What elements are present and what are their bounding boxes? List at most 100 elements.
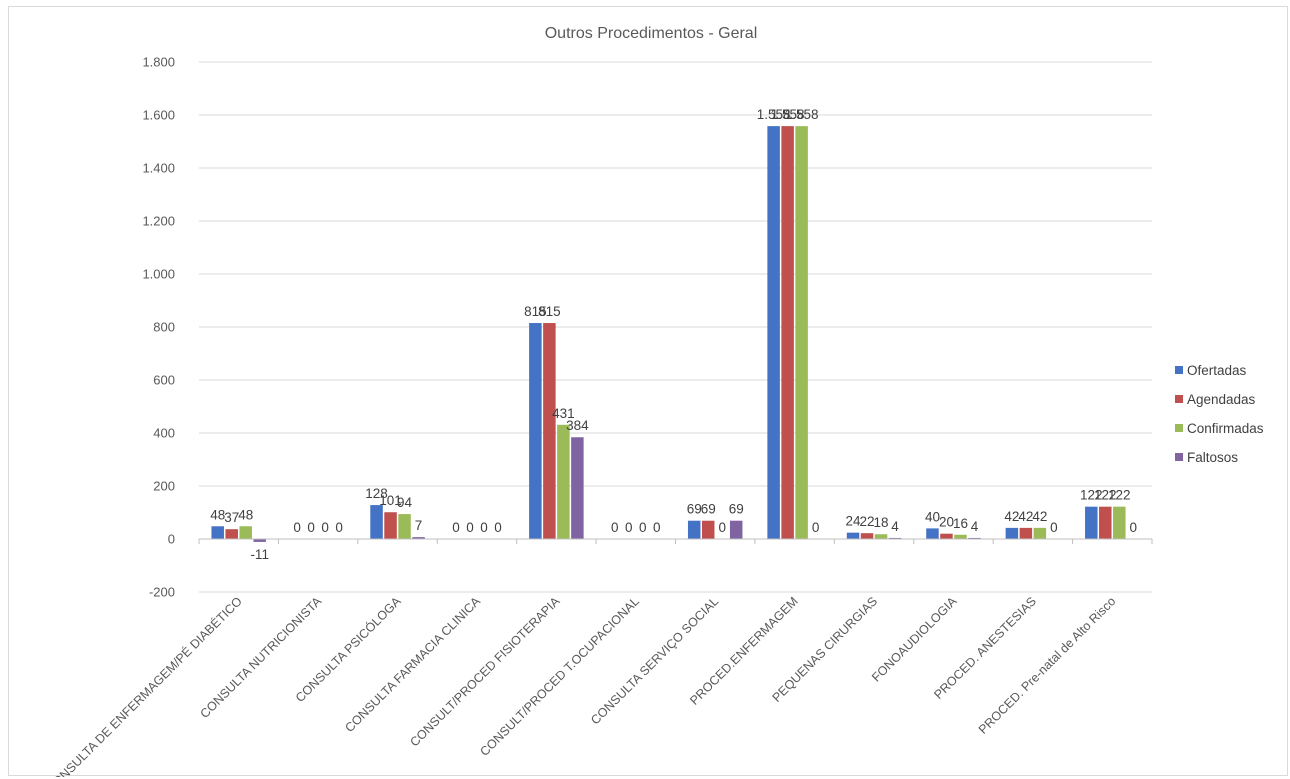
y-tick-label: 1.600 — [142, 108, 175, 123]
data-label: 48 — [238, 507, 253, 522]
category-label: CONSULT/PROCED T.OCUPACIONAL — [477, 594, 642, 759]
data-label: 40 — [925, 509, 940, 524]
bar-ofertadas — [1005, 527, 1019, 539]
data-label: 101 — [379, 493, 402, 508]
data-label: 48 — [210, 507, 225, 522]
bar-faltosos — [253, 539, 266, 542]
data-label: 42 — [1004, 509, 1019, 524]
data-label: 42 — [1018, 509, 1033, 524]
y-tick-label: -200 — [149, 585, 175, 600]
data-label: 7 — [415, 518, 423, 533]
bar-faltosos — [571, 437, 584, 539]
data-label: 42 — [1032, 509, 1047, 524]
bar-confirmadas — [1113, 506, 1126, 539]
data-label: 815 — [538, 304, 561, 319]
data-label: 1.558 — [785, 107, 819, 122]
data-label: 20 — [939, 515, 954, 530]
bar-ofertadas — [926, 528, 939, 539]
y-tick-label: 600 — [153, 373, 175, 388]
category-label: CONSULTA SERVIÇO SOCIAL — [588, 594, 721, 727]
bar-confirmadas — [239, 526, 252, 539]
chart-svg: Outros Procedimentos - Geral -2000200400… — [43, 25, 1264, 777]
data-label: 0 — [718, 520, 726, 535]
category-label: CONSULTA FARMACIA CLINICA — [342, 594, 483, 735]
category-label: CONSULTA DE ENFERMAGEM/PÉ DIABÉTICO — [43, 593, 245, 777]
data-label: 22 — [860, 514, 875, 529]
data-label: 0 — [480, 520, 488, 535]
bar-ofertadas — [211, 526, 224, 539]
data-label: 0 — [1130, 520, 1138, 535]
data-label: 0 — [611, 520, 619, 535]
data-label: 122 — [1080, 488, 1103, 503]
data-label: 0 — [494, 520, 502, 535]
legend-swatch-faltosos — [1175, 453, 1183, 461]
bar-agendadas — [1099, 506, 1112, 539]
legend-label-agendadas: Agendadas — [1187, 392, 1256, 407]
gridlines — [199, 61, 1152, 593]
data-label: 69 — [687, 502, 702, 517]
data-label: 24 — [846, 514, 862, 529]
data-label: 0 — [653, 520, 661, 535]
legend-swatch-confirmadas — [1175, 424, 1183, 432]
data-label: 0 — [812, 520, 820, 535]
legend-swatch-ofertadas — [1175, 366, 1183, 374]
bar-confirmadas — [795, 126, 808, 539]
bar-faltosos — [412, 537, 425, 539]
chart-title: Outros Procedimentos - Geral — [545, 25, 758, 42]
category-label: CONSULT/PROCED FISIOTERAPIA — [407, 594, 563, 750]
data-label: 4 — [891, 519, 899, 534]
data-label: 0 — [639, 520, 647, 535]
data-label: 815 — [524, 304, 547, 319]
y-tick-label: 1.000 — [142, 267, 175, 282]
data-label: 69 — [701, 502, 716, 517]
data-label: 0 — [466, 520, 474, 535]
data-label: 0 — [1050, 520, 1058, 535]
bars — [211, 126, 1126, 542]
data-label: 16 — [953, 516, 968, 531]
data-label: 94 — [397, 495, 413, 510]
bar-agendadas — [701, 520, 715, 539]
y-tick-label: 1.800 — [142, 55, 175, 70]
bar-confirmadas — [1033, 527, 1047, 539]
bar-faltosos — [888, 537, 902, 539]
data-label: 431 — [552, 406, 575, 421]
data-label: 0 — [321, 520, 329, 535]
x-axis — [198, 538, 1153, 544]
bar-agendadas — [940, 533, 953, 539]
bar-agendadas — [543, 323, 556, 539]
bar-ofertadas — [767, 126, 780, 539]
bar-confirmadas — [874, 534, 888, 539]
bar-faltosos — [729, 520, 743, 539]
category-label: FONOAUDIOLOGIA — [869, 594, 960, 685]
y-tick-label: 200 — [153, 479, 175, 494]
legend-label-ofertadas: Ofertadas — [1187, 363, 1247, 378]
data-label: 4 — [971, 519, 979, 534]
legend-swatch-agendadas — [1175, 395, 1183, 403]
data-label: 384 — [566, 418, 589, 433]
bar-confirmadas — [954, 534, 967, 539]
y-tick-label: 1.400 — [142, 161, 175, 176]
x-axis-category-labels: CONSULTA DE ENFERMAGEM/PÉ DIABÉTICO CONSU… — [43, 593, 1118, 777]
bar-agendadas — [781, 126, 794, 539]
bar-confirmadas — [557, 424, 570, 539]
bar-ofertadas — [370, 505, 383, 539]
legend-label-confirmadas: Confirmadas — [1187, 421, 1264, 436]
legend-label-faltosos: Faltosos — [1187, 450, 1238, 465]
data-label: 37 — [224, 510, 239, 525]
data-label: -11 — [250, 547, 269, 562]
data-label: 122 — [1094, 488, 1117, 503]
data-label: 0 — [335, 520, 343, 535]
bar-agendadas — [384, 512, 397, 539]
data-label: 122 — [1108, 488, 1131, 503]
data-label: 128 — [365, 486, 388, 501]
y-tick-label: 1.200 — [142, 214, 175, 229]
y-tick-label: 0 — [168, 532, 175, 547]
data-label: 69 — [729, 502, 744, 517]
category-label: PROCED. Pre-natal de Alto Risco — [976, 594, 1119, 737]
data-label: 0 — [307, 520, 315, 535]
y-axis-tick-labels: -200 0 200 400 600 800 1.000 1.200 1.400 1.600 1.8… — [142, 55, 175, 600]
bar-agendadas — [1019, 527, 1033, 539]
data-label: 0 — [625, 520, 633, 535]
y-tick-label: 800 — [153, 320, 175, 335]
